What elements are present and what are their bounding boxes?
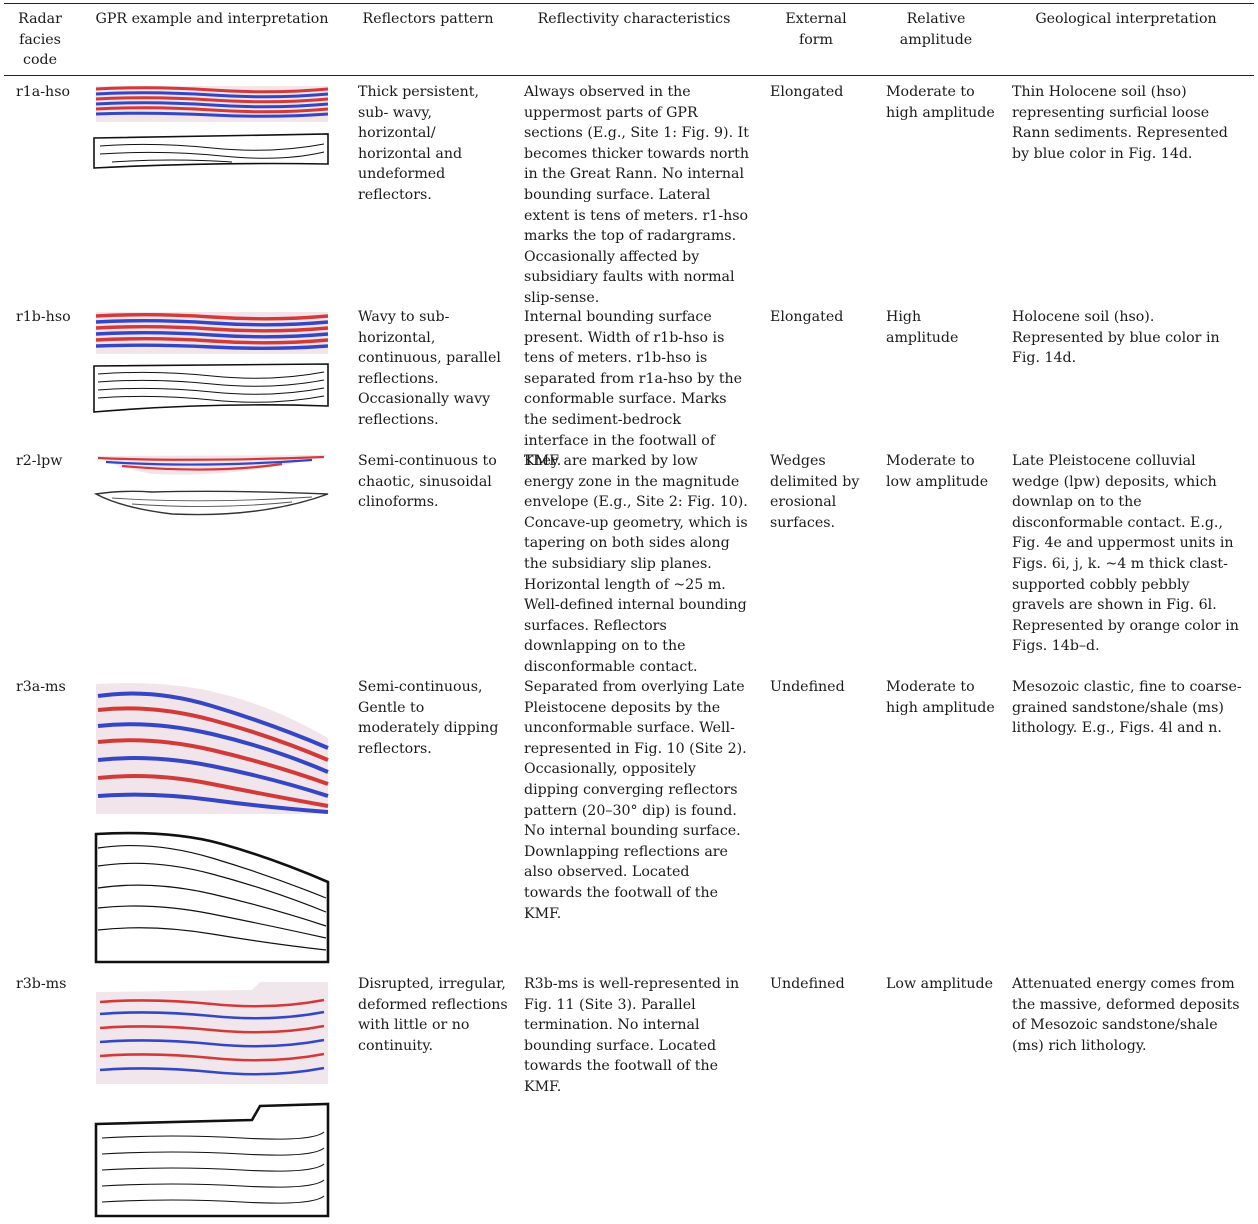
line-drawing <box>93 133 329 169</box>
row-geology: Holocene soil (hso). Represented by blue… <box>1012 309 1220 367</box>
row-reflectivity: Internal bounding surface present. Width… <box>524 309 743 470</box>
row-code: r3a-ms <box>16 679 66 695</box>
radargram-image <box>95 312 329 354</box>
row-form: Undefined <box>770 679 845 695</box>
row-geology: Late Pleistocene colluvial wedge (lpw) d… <box>1012 453 1239 655</box>
header-pattern: Reflectors pattern <box>362 11 494 27</box>
gpr-figure <box>92 452 332 518</box>
row-code: r1b-hso <box>16 309 71 325</box>
row-reflectivity: Always observed in the uppermost parts o… <box>524 84 750 306</box>
row-pattern: Wavy to sub-horizontal, continuous, para… <box>358 309 501 428</box>
row-form: Wedges delimited by erosional surfaces. <box>770 453 860 531</box>
row-amplitude: Moderate to high amplitude <box>886 84 995 121</box>
gpr-figure <box>92 310 332 414</box>
row-geology: Mesozoic clastic, fine to coarse-grained… <box>1012 679 1242 737</box>
row-form: Elongated <box>770 84 844 100</box>
header-reflectivity: Reflectivity characteristics <box>537 11 731 27</box>
radargram-image <box>96 455 328 475</box>
row-amplitude: Moderate to low amplitude <box>886 453 989 490</box>
header-rule <box>4 75 1254 76</box>
radargram-image <box>96 683 329 814</box>
line-drawing <box>94 831 330 964</box>
row-form: Elongated <box>770 309 844 325</box>
header-form: External form <box>785 11 847 48</box>
line-drawing <box>94 1102 330 1218</box>
line-drawing <box>93 363 329 413</box>
row-code: r3b-ms <box>16 976 67 992</box>
row-code: r2-lpw <box>16 453 63 469</box>
row-amplitude: Moderate to high amplitude <box>886 679 995 716</box>
table-top-rule <box>4 3 1254 4</box>
row-geology: Attenuated energy comes from the massive… <box>1012 976 1240 1054</box>
radargram-image <box>95 86 329 122</box>
row-pattern: Thick persistent, sub- wavy, horizontal/… <box>358 84 479 203</box>
row-amplitude: High amplitude <box>886 309 959 346</box>
row-pattern: Disrupted, irregular, deformed reflectio… <box>358 976 508 1054</box>
row-code: r1a-hso <box>16 84 71 100</box>
header-amplitude: Relative amplitude <box>899 11 973 48</box>
row-pattern: Semi-continuous, Gentle to moderately di… <box>358 679 499 757</box>
header-code: Radar facies code <box>18 11 62 69</box>
row-geology: Thin Holocene soil (hso) representing su… <box>1012 84 1228 162</box>
row-reflectivity: They are marked by low energy zone in th… <box>524 453 748 675</box>
row-reflectivity: R3b-ms is well-represented in Fig. 11 (S… <box>524 976 740 1095</box>
header-geology: Geological interpretation <box>1035 11 1217 27</box>
gpr-figure <box>92 980 332 1220</box>
line-drawing <box>93 490 329 516</box>
gpr-figure <box>92 680 332 966</box>
row-pattern: Semi-continuous to chaotic, sinusoidal c… <box>358 453 497 511</box>
gpr-figure <box>92 84 332 174</box>
row-amplitude: Low amplitude <box>886 976 994 992</box>
header-gpr: GPR example and interpretation <box>95 11 329 27</box>
row-form: Undefined <box>770 976 845 992</box>
radargram-image <box>96 982 328 1084</box>
row-reflectivity: Separated from overlying Late Pleistocen… <box>524 679 747 922</box>
